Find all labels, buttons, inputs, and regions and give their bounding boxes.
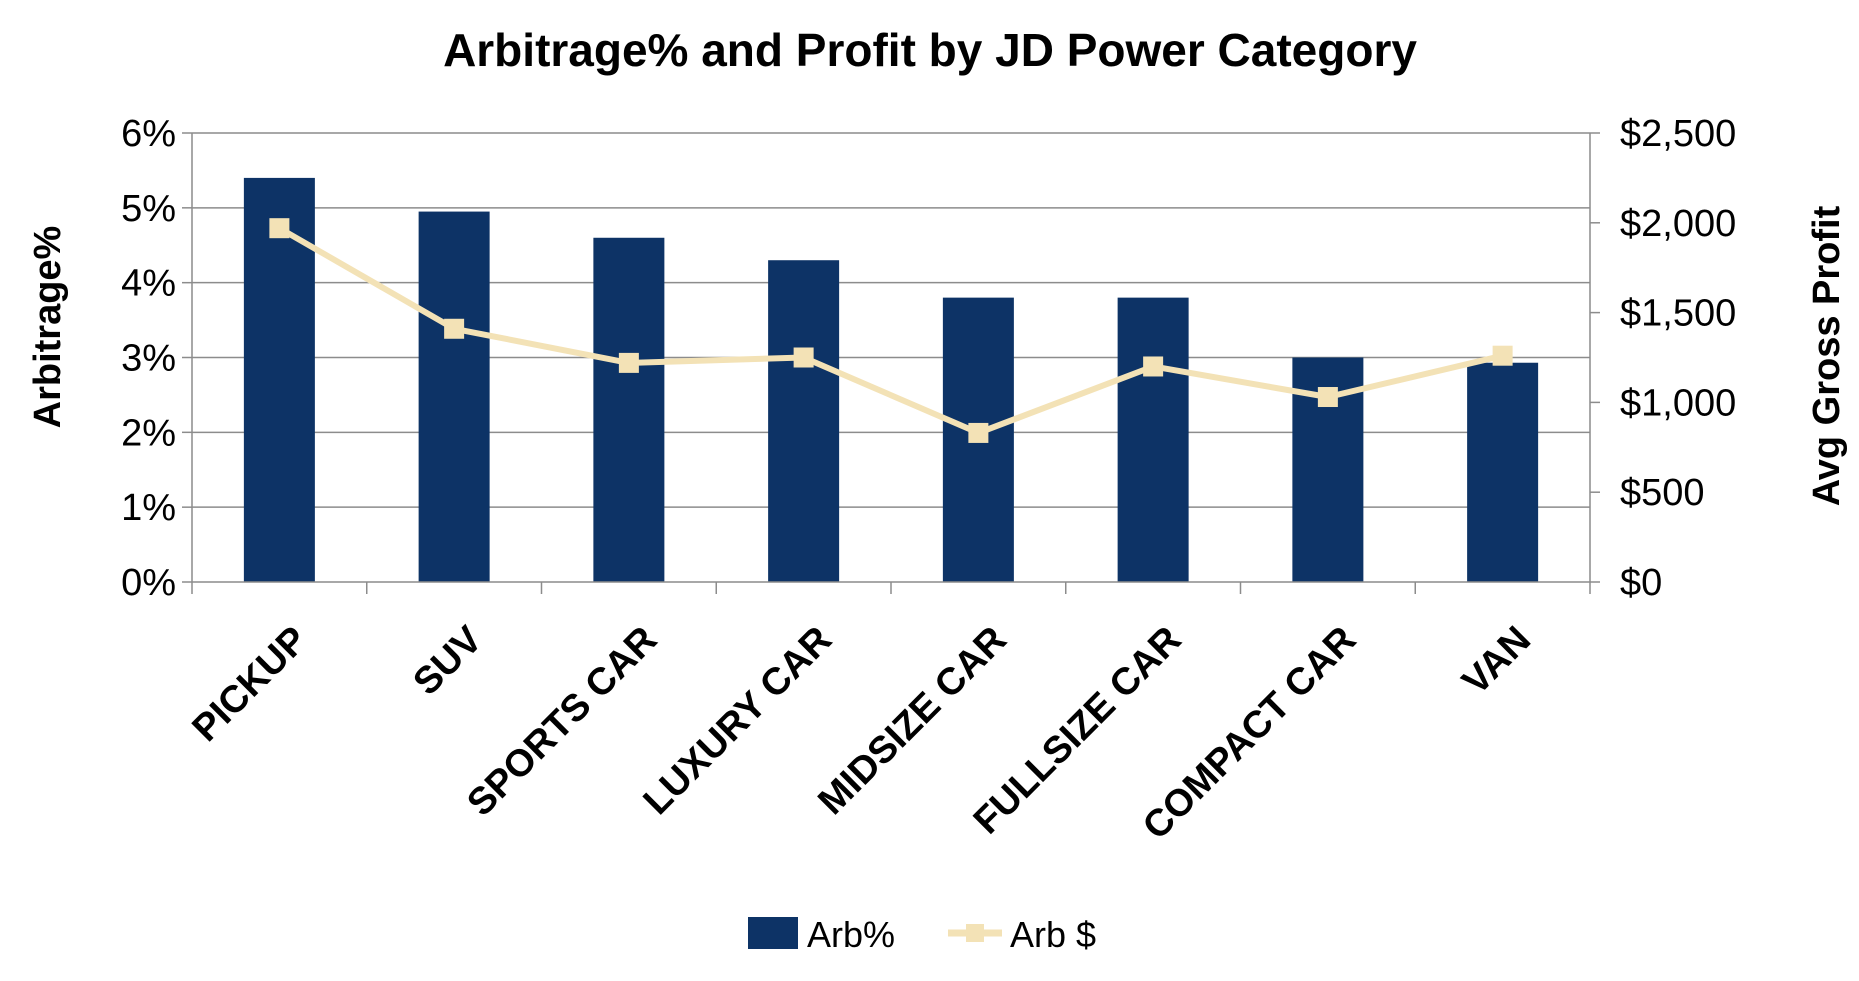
gridlines <box>192 132 1590 508</box>
line-marker <box>618 352 639 373</box>
left-tick-label: 3% <box>121 338 176 380</box>
legend-swatch-marker-arb-dollar <box>966 924 984 942</box>
category-label: SPORTS CAR <box>459 619 665 825</box>
line-marker <box>968 422 989 443</box>
line-marker <box>1143 356 1164 377</box>
left-tick-label: 2% <box>121 412 176 454</box>
legend: Arb% Arb $ <box>748 914 1096 955</box>
bar <box>768 260 840 582</box>
legend-label-arb-pct: Arb% <box>807 914 895 955</box>
legend-swatch-arb-pct <box>748 917 798 949</box>
line-marker <box>444 318 465 339</box>
right-tick-label: $0 <box>1620 562 1662 604</box>
left-tick-label: 4% <box>121 263 176 305</box>
left-tick-label: 5% <box>121 188 176 230</box>
category-label: SUV <box>406 618 491 703</box>
legend-label-arb-dollar: Arb $ <box>1010 914 1096 955</box>
line-marker <box>1317 387 1338 408</box>
category-label: PICKUP <box>185 619 316 750</box>
bar <box>418 211 490 582</box>
bar-series <box>243 177 1539 582</box>
line-marker <box>793 347 814 368</box>
bar <box>593 237 665 582</box>
category-label: VAN <box>1455 619 1539 703</box>
right-tick-label: $500 <box>1620 472 1705 514</box>
category-label: LUXURY CAR <box>636 619 840 823</box>
bar <box>1117 297 1189 582</box>
left-tick-label: 0% <box>121 562 176 604</box>
bar <box>243 177 315 582</box>
chart-title: Arbitrage% and Profit by JD Power Catego… <box>443 24 1417 76</box>
right-axis-label: Avg Gross Profit <box>1806 205 1848 506</box>
right-tick-label: $1,000 <box>1620 382 1736 424</box>
right-tick-label: $2,000 <box>1620 203 1736 245</box>
line-marker <box>269 218 290 239</box>
right-axis-ticks: $0 $500 $1,000 $1,500 $2,000 $2,500 <box>1620 113 1736 604</box>
right-tick-label: $1,500 <box>1620 293 1736 335</box>
bar <box>1467 362 1539 582</box>
line-marker <box>1492 345 1513 366</box>
left-axis-ticks: 0% 1% 2% 3% 4% 5% 6% <box>121 113 176 604</box>
category-label: MIDSIZE CAR <box>810 619 1014 823</box>
axes <box>182 132 1600 594</box>
left-axis-label: Arbitrage% <box>27 226 69 429</box>
left-tick-label: 1% <box>121 487 176 529</box>
line-path <box>277 225 1504 436</box>
right-tick-label: $2,500 <box>1620 113 1736 155</box>
line-series <box>269 218 1513 443</box>
left-tick-label: 6% <box>121 113 176 155</box>
